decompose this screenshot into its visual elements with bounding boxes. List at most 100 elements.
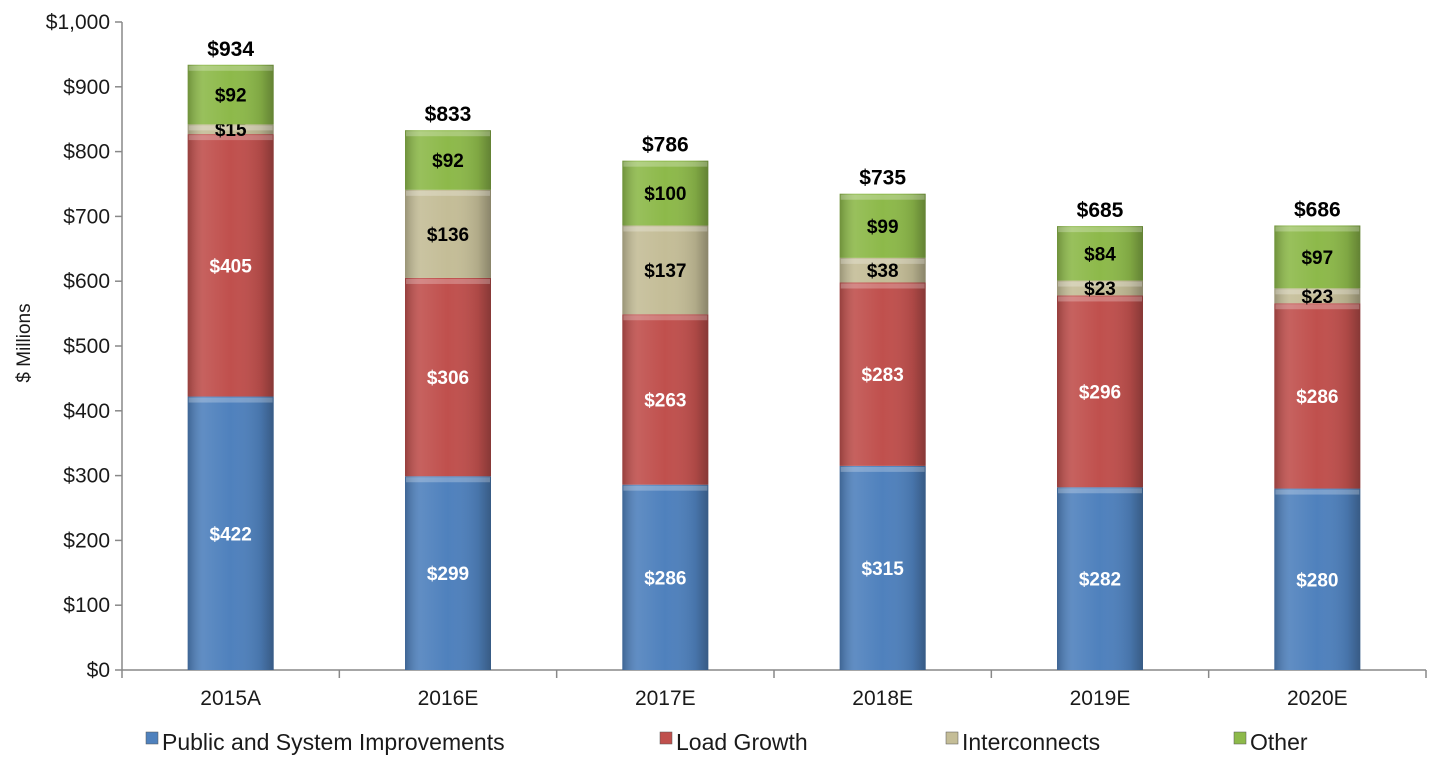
bar-stack: $282 $296 $23 $84 $685 xyxy=(1057,199,1143,670)
legend-item: Interconnects xyxy=(945,729,1100,755)
bar-segment-highlight xyxy=(1275,289,1360,295)
bar-segment-shade xyxy=(1057,280,1143,296)
y-tick-label: $200 xyxy=(63,529,110,552)
bar-segment-highlight xyxy=(406,278,490,284)
total-label: $833 xyxy=(425,103,472,126)
data-label: $263 xyxy=(644,390,686,411)
bar-segment-shade xyxy=(622,225,709,315)
bar-segment-highlight xyxy=(1058,281,1142,287)
y-tick-label: $1,000 xyxy=(46,11,110,34)
x-tick-label: 2016E xyxy=(418,687,479,710)
legend-label: Load Growth xyxy=(676,729,808,755)
data-label: $84 xyxy=(1084,244,1116,265)
bar-segment-shade xyxy=(622,160,709,226)
bar-segment-shade xyxy=(622,484,709,670)
legend-item: Other xyxy=(1233,729,1308,755)
data-label: $23 xyxy=(1084,279,1116,300)
data-label: $92 xyxy=(215,86,247,107)
total-label: $735 xyxy=(859,167,906,190)
bar-segment-highlight xyxy=(623,315,708,321)
bar-segment-shade xyxy=(1274,225,1361,289)
x-tick-label: 2017E xyxy=(635,687,696,710)
y-tick-label: $100 xyxy=(63,594,110,617)
data-label: $137 xyxy=(644,261,686,282)
data-label: $15 xyxy=(215,120,247,141)
bar-segment-shade xyxy=(839,193,926,258)
legend-swatch xyxy=(145,731,159,745)
bar-segment-highlight xyxy=(1058,296,1142,302)
bar-segment-highlight xyxy=(623,485,708,491)
bar-segment-shade xyxy=(839,257,926,283)
y-tick-label: $600 xyxy=(63,270,110,293)
bar-segment-highlight xyxy=(840,258,925,264)
legend-swatch xyxy=(1233,731,1247,745)
bar-segment-shade xyxy=(187,64,274,125)
bar-segment-shade xyxy=(187,134,274,397)
data-label: $38 xyxy=(867,261,899,282)
total-label: $686 xyxy=(1294,198,1341,221)
y-tick-label: $300 xyxy=(63,465,110,488)
y-tick-label: $800 xyxy=(63,141,110,164)
bar-segment-highlight xyxy=(188,135,273,141)
y-tick-label: $400 xyxy=(63,400,110,423)
data-label: $92 xyxy=(432,151,464,172)
bar-segment-highlight xyxy=(406,477,490,483)
data-label: $286 xyxy=(1296,387,1338,408)
y-axis-label: $ Millions xyxy=(14,303,35,382)
data-label: $136 xyxy=(427,225,469,246)
bar-segment-highlight xyxy=(1275,304,1360,310)
data-label: $296 xyxy=(1079,382,1121,403)
x-tick-label: 2020E xyxy=(1287,687,1348,710)
bar-segment-shade xyxy=(622,314,709,485)
bar-segment-shade xyxy=(405,130,491,190)
data-label: $99 xyxy=(867,217,899,238)
bar-stack: $422 $405 $15 $92 $934 xyxy=(187,38,274,670)
data-label: $286 xyxy=(644,568,686,589)
legend-label: Interconnects xyxy=(962,729,1100,755)
data-label: $299 xyxy=(427,564,469,585)
bar-segment-shade xyxy=(1274,303,1361,489)
bar-stack: $286 $263 $137 $100 $786 xyxy=(622,134,709,670)
total-label: $685 xyxy=(1077,199,1124,222)
bar-segment-shade xyxy=(405,277,491,477)
legend-item: Public and System Improvements xyxy=(145,729,505,755)
y-tick-label: $0 xyxy=(87,659,110,682)
data-label: $97 xyxy=(1301,248,1333,269)
bar-stack: $299 $306 $136 $92 $833 xyxy=(405,103,491,670)
y-tick-label: $500 xyxy=(63,335,110,358)
bar-segment-highlight xyxy=(1058,227,1142,233)
bar-segment-highlight xyxy=(840,466,925,472)
bar-segment-shade xyxy=(187,124,274,135)
data-label: $306 xyxy=(427,368,469,389)
bar-segment-highlight xyxy=(406,190,490,196)
bar-segment-highlight xyxy=(406,131,490,137)
bar-segment-shade xyxy=(405,476,491,670)
bar-segment-shade xyxy=(1274,488,1361,670)
legend-item: Load Growth xyxy=(659,729,808,755)
data-label: $280 xyxy=(1296,570,1338,591)
bar-segment-highlight xyxy=(840,194,925,200)
data-label: $100 xyxy=(644,184,686,205)
data-label: $405 xyxy=(210,256,253,277)
y-tick-label: $700 xyxy=(63,205,110,228)
bar-segment-highlight xyxy=(1058,488,1142,494)
bars: $422 $405 $15 $92 $934 $299 $306 $136 $92 $833 $28… xyxy=(187,38,1361,670)
bar-segment-highlight xyxy=(840,283,925,289)
bar-segment-shade xyxy=(1057,295,1143,488)
bar-segment-shade xyxy=(1057,226,1143,281)
bar-segment-highlight xyxy=(623,161,708,167)
x-tick-label: 2019E xyxy=(1070,687,1131,710)
bar-segment-highlight xyxy=(188,397,273,403)
legend-label: Other xyxy=(1250,729,1308,755)
x-tick-label: 2018E xyxy=(852,687,913,710)
bar-segment-shade xyxy=(1057,487,1143,670)
total-label: $934 xyxy=(207,38,254,61)
legend-label: Public and System Improvements xyxy=(162,729,505,755)
bar-segment-shade xyxy=(839,282,926,466)
bar-segment-shade xyxy=(187,396,274,670)
data-label: $282 xyxy=(1079,570,1121,591)
total-label: $786 xyxy=(642,134,689,157)
x-tick-label: 2015A xyxy=(200,687,261,710)
x-axis: 2015A 2016E 2017E 2018E 2019E 2020E xyxy=(121,669,1427,710)
